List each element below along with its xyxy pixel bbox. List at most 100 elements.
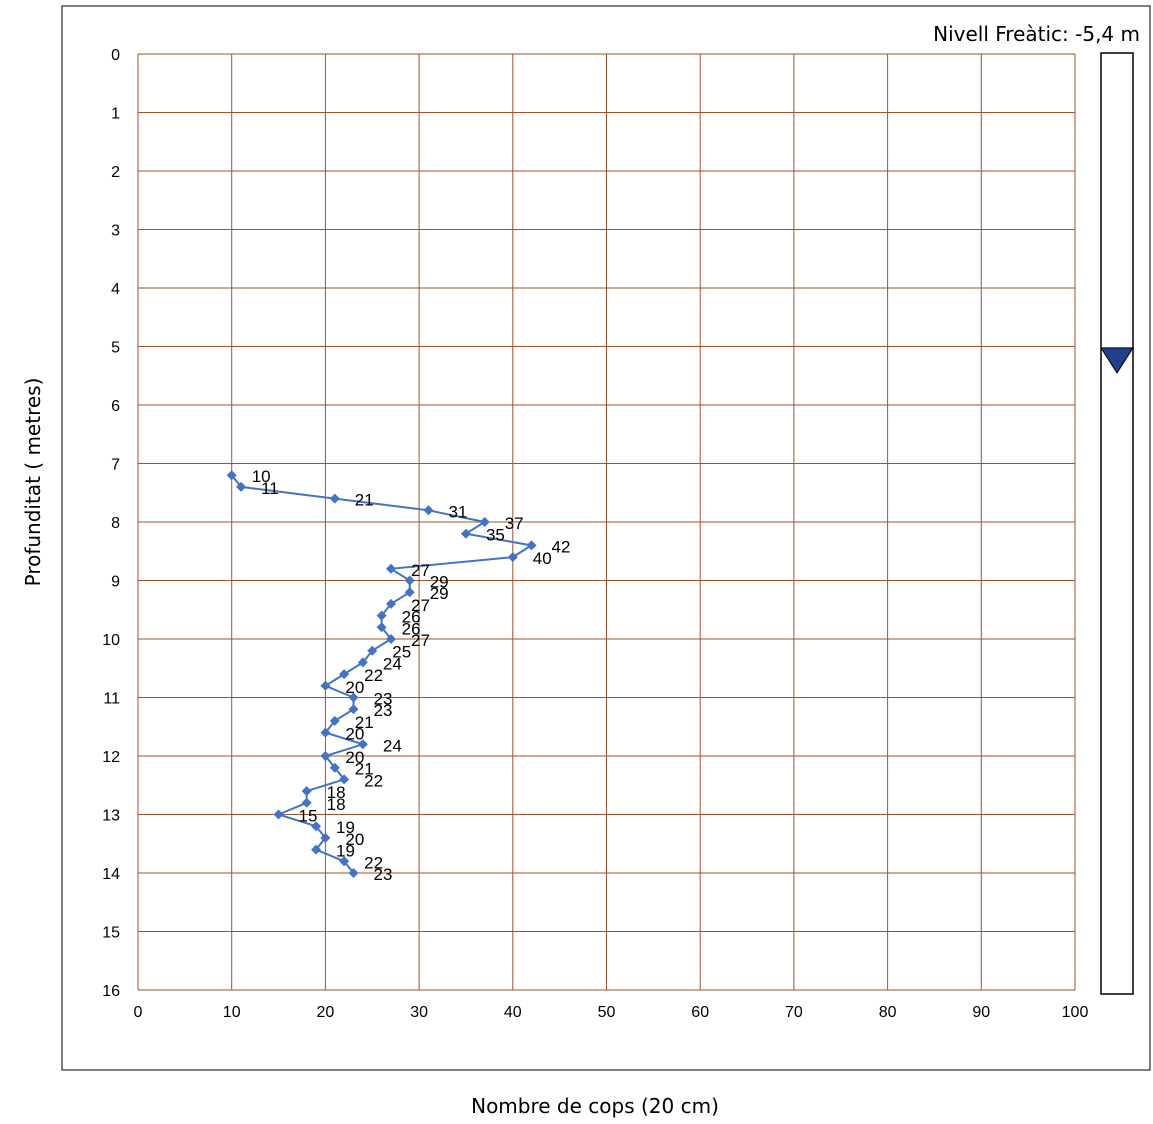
water-table-column: [1100, 52, 1134, 995]
data-point: [320, 751, 331, 761]
y-tick-label: 1: [111, 106, 120, 123]
data-label: 20: [345, 830, 364, 849]
data-point: [311, 821, 322, 832]
y-tick-label: 4: [111, 281, 120, 298]
y-axis-title: Profunditat ( metres): [21, 378, 45, 587]
grid: [137, 53, 1076, 991]
data-point: [348, 868, 359, 878]
y-tick-label: 12: [102, 749, 120, 766]
x-tick-label: 10: [223, 1004, 241, 1021]
data-label: 10: [252, 467, 271, 486]
water-table-label: Nivell Freàtic: -5,4 m: [933, 22, 1140, 46]
data-label: 29: [430, 584, 449, 603]
data-label: 22: [364, 666, 383, 685]
data-point: [357, 739, 368, 750]
data-label: 27: [411, 631, 430, 650]
data-point: [507, 552, 518, 563]
data-label: 21: [355, 713, 374, 732]
data-label: 20: [345, 678, 364, 697]
data-label: 19: [336, 818, 355, 837]
data-labels: 1011213137354240272929272626272524222023…: [252, 467, 571, 884]
x-tick-label: 60: [691, 1004, 709, 1021]
data-point: [329, 715, 340, 726]
y-tick-label: 0: [111, 47, 120, 64]
data-point: [479, 517, 490, 527]
data-label: 25: [392, 643, 411, 662]
data-point: [385, 598, 396, 609]
data-label: 22: [364, 771, 383, 790]
data-point: [404, 587, 415, 598]
y-tick-label: 10: [102, 632, 120, 649]
data-point: [376, 622, 387, 633]
data-point: [301, 786, 312, 797]
data-label: 29: [430, 573, 449, 592]
y-tick-label: 15: [102, 925, 120, 942]
data-label: 23: [374, 701, 393, 720]
data-point: [526, 540, 537, 551]
x-tick-label: 30: [410, 1004, 428, 1021]
data-point: [348, 704, 359, 715]
water-table-marker: [1100, 347, 1134, 374]
x-tick-label: 100: [1062, 1004, 1089, 1021]
data-label: 18: [327, 783, 346, 802]
y-tick-label: 16: [102, 983, 120, 1000]
data-label: 23: [374, 690, 393, 709]
data-point: [348, 692, 359, 703]
x-tick-label: 20: [317, 1004, 335, 1021]
data-point: [339, 856, 350, 867]
data-label: 35: [486, 526, 505, 545]
data-point: [301, 797, 312, 808]
data-point: [329, 762, 340, 773]
data-label: 20: [345, 725, 364, 744]
data-point: [320, 680, 331, 691]
data-label: 24: [383, 736, 402, 755]
data-point: [273, 809, 284, 820]
data-point: [311, 844, 322, 855]
y-tick-label: 11: [103, 691, 120, 708]
data-point: [320, 727, 331, 738]
data-label: 18: [327, 795, 346, 814]
y-tick-label: 2: [111, 164, 120, 181]
x-tick-label: 50: [598, 1004, 616, 1021]
data-point: [226, 470, 237, 481]
data-label: 20: [345, 748, 364, 767]
data-label: 31: [448, 502, 467, 521]
x-tick-label: 70: [785, 1004, 803, 1021]
data-label: 27: [411, 596, 430, 615]
water-table-indicator: Nivell Freàtic: -5,4 m: [933, 22, 1140, 995]
x-tick-label: 40: [504, 1004, 522, 1021]
x-tick-label: 0: [134, 1004, 143, 1021]
y-tick-label: 5: [111, 340, 120, 357]
data-point: [460, 528, 471, 539]
data-label: 26: [402, 619, 421, 638]
y-tick-label: 8: [111, 515, 120, 532]
y-tick-label: 9: [111, 574, 120, 591]
data-point: [329, 493, 340, 504]
data-label: 37: [505, 514, 524, 533]
x-tick-label: 90: [972, 1004, 990, 1021]
x-tick-label: 80: [879, 1004, 897, 1021]
y-tick-label: 13: [102, 808, 120, 825]
data-label: 19: [336, 842, 355, 861]
x-axis-title: Nombre de cops (20 cm): [471, 1094, 719, 1118]
data-label: 21: [355, 760, 374, 779]
data-label: 27: [411, 561, 430, 580]
data-point: [236, 481, 247, 492]
data-point: [404, 575, 415, 586]
data-label: 11: [261, 479, 279, 498]
data-point: [339, 669, 350, 680]
y-tick-label: 3: [111, 223, 120, 240]
data-label: 40: [533, 549, 552, 568]
data-label: 24: [383, 654, 402, 673]
data-point: [339, 774, 350, 785]
data-point: [385, 634, 396, 644]
data-point: [376, 610, 387, 621]
data-point: [357, 657, 368, 668]
data-point: [367, 645, 378, 656]
data-label: 42: [552, 537, 571, 556]
data-label: 23: [374, 865, 393, 884]
data-point: [320, 832, 331, 843]
y-tick-label: 7: [111, 457, 120, 474]
